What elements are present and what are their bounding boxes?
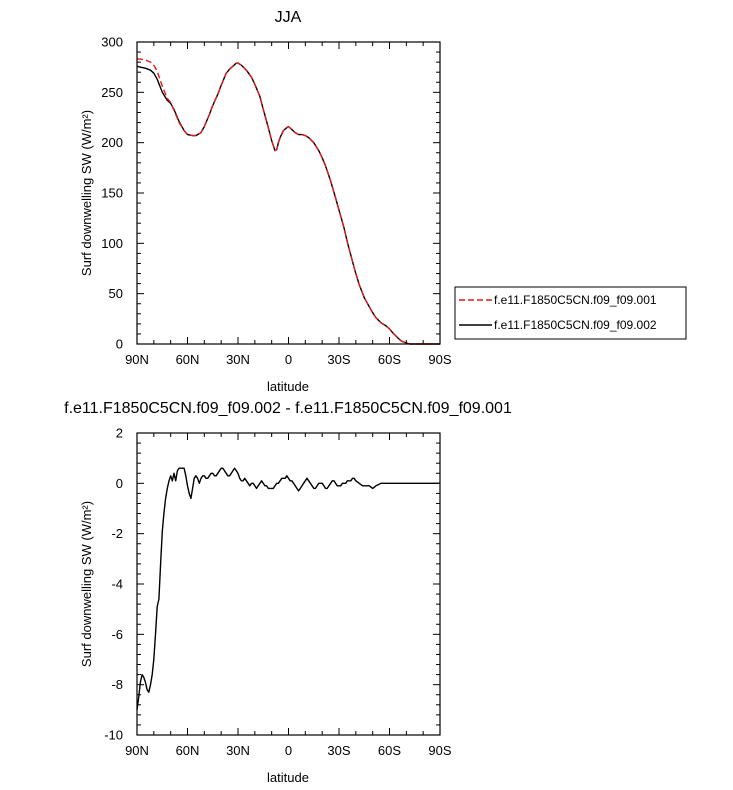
- top-chart: JJA 90N 60N 30N 0 30S 60S 90S 0 50 100 150 200 250 3…: [79, 9, 687, 394]
- bottom-y-tick-label: 2: [116, 426, 123, 441]
- top-chart-title: JJA: [275, 9, 302, 26]
- bottom-chart-title: f.e11.F1850C5CN.f09_f09.002 - f.e11.F185…: [64, 400, 512, 417]
- top-chart-x-axis-label: latitude: [267, 379, 309, 394]
- svg-text:Surf downwelling SW (W/m²): Surf downwelling SW (W/m²): [79, 501, 94, 667]
- bottom-chart-series: [136, 467, 440, 710]
- bottom-x-tick-label: 30N: [226, 743, 250, 758]
- bottom-x-tick-label: 30S: [327, 743, 350, 758]
- top-chart-x-tick-labels: 90N 60N 30N 0 30S 60S 90S: [125, 352, 452, 367]
- bottom-x-tick-label: 90S: [428, 743, 451, 758]
- top-x-tick-label: 60N: [176, 352, 200, 367]
- bottom-x-tick-label: 60N: [176, 743, 200, 758]
- top-series-line-1: [137, 58, 440, 345]
- top-y-tick-label: 200: [101, 135, 123, 150]
- bottom-chart: f.e11.F1850C5CN.f09_f09.002 - f.e11.F185…: [64, 400, 512, 785]
- top-y-tick-label: 150: [101, 186, 123, 201]
- top-y-tick-label: 250: [101, 85, 123, 100]
- top-chart-y-tick-labels: 0 50 100 150 200 250 300: [101, 35, 123, 352]
- bottom-series-line-1: [136, 467, 440, 710]
- bottom-chart-x-axis-label: latitude: [267, 770, 309, 785]
- bottom-y-tick-label: -6: [111, 627, 123, 642]
- bottom-chart-y-tick-labels: -10 -8 -6 -4 -2 0 2: [104, 426, 123, 743]
- top-chart-legend: f.e11.F1850C5CN.f09_f09.001 f.e11.F1850C…: [454, 286, 687, 340]
- top-y-tick-label: 0: [116, 337, 123, 352]
- top-chart-series: [136, 58, 440, 345]
- bottom-x-tick-label: 0: [285, 743, 292, 758]
- bottom-y-tick-label: -8: [111, 677, 123, 692]
- top-x-tick-label: 30N: [226, 352, 250, 367]
- legend-label-series-002: f.e11.F1850C5CN.f09_f09.002: [494, 318, 657, 332]
- bottom-chart-plot-frame: [136, 432, 441, 736]
- top-x-tick-label: 90N: [125, 352, 149, 367]
- top-chart-ticks: [136, 41, 441, 345]
- top-y-tick-label: 50: [109, 286, 123, 301]
- legend-label-series-001: f.e11.F1850C5CN.f09_f09.001: [494, 293, 657, 307]
- bottom-x-tick-label: 90N: [125, 743, 149, 758]
- top-x-tick-label: 0: [285, 352, 292, 367]
- top-series-line-2: [136, 62, 440, 345]
- top-x-tick-label: 90S: [428, 352, 451, 367]
- top-y-tick-label: 300: [101, 35, 123, 50]
- bottom-chart-x-tick-labels: 90N 60N 30N 0 30S 60S 90S: [125, 743, 452, 758]
- legend-box: [454, 286, 687, 340]
- top-x-tick-label: 60S: [378, 352, 401, 367]
- bottom-y-tick-label: -4: [111, 577, 123, 592]
- bottom-y-tick-label: 0: [116, 476, 123, 491]
- top-y-tick-label: 100: [101, 236, 123, 251]
- bottom-chart-y-axis-label: Surf downwelling SW (W/m²): [79, 501, 94, 667]
- top-chart-y-axis-label: Surf downwelling SW (W/m²): [79, 110, 94, 276]
- svg-text:Surf downwelling SW (W/m²): Surf downwelling SW (W/m²): [79, 110, 94, 276]
- bottom-x-tick-label: 60S: [378, 743, 401, 758]
- top-chart-plot-frame: [136, 41, 441, 345]
- top-x-tick-label: 30S: [327, 352, 350, 367]
- bottom-y-tick-label: -2: [111, 526, 123, 541]
- bottom-y-tick-label: -10: [104, 728, 123, 743]
